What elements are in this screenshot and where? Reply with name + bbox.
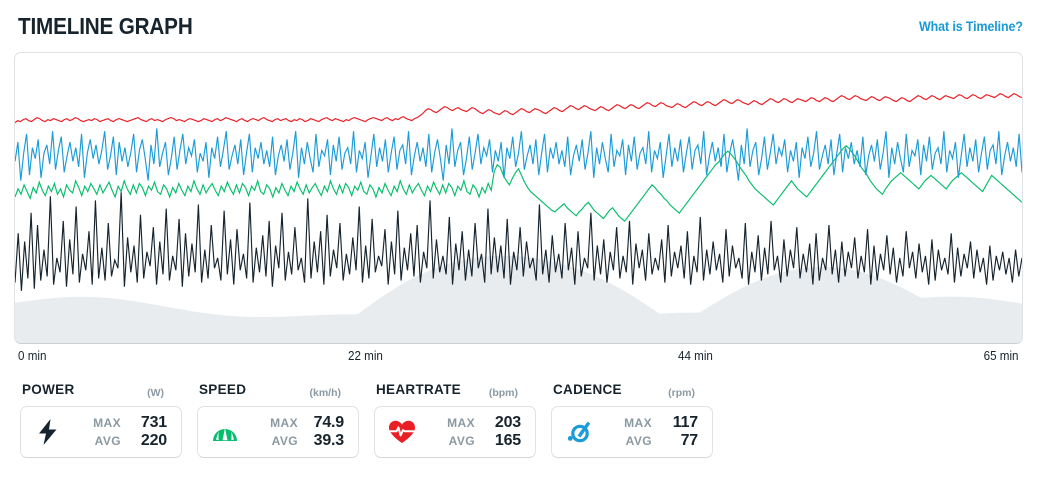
timeline-chart-card[interactable] [14, 52, 1023, 344]
metrics-row: POWER (W) MAX 731 AVG 220 [14, 382, 1023, 472]
metric-power-avg-row: AVG 220 [94, 432, 168, 450]
metric-cadence-label: CADENCE [553, 382, 622, 397]
metric-cadence-max-row: MAX 117 [624, 414, 698, 432]
x-tick-3: 65 min [984, 349, 1019, 363]
metric-speed-max-value: 74.9 [313, 414, 345, 432]
metric-cadence-unit: (rpm) [668, 387, 695, 399]
metric-heartrate-avg-value: 165 [494, 432, 521, 449]
metric-speed-unit: (km/h) [309, 387, 342, 399]
power-series [15, 192, 1022, 291]
timeline-chart[interactable] [15, 53, 1022, 343]
metric-cadence: CADENCE (rpm) MAX 117 [551, 382, 713, 472]
metric-heartrate-values: MAX 203 AVG 165 [417, 414, 525, 450]
metric-speed-max-label: MAX [270, 416, 298, 431]
metric-heartrate-avg-row: AVG 165 [448, 432, 522, 450]
x-tick-0: 0 min [18, 349, 47, 363]
metric-heartrate-label: HEARTRATE [376, 382, 461, 397]
metric-power-card[interactable]: MAX 731 AVG 220 [20, 406, 182, 458]
metric-heartrate: HEARTRATE (bpm) MAX 203 AVG [374, 382, 536, 472]
metric-power-avg-value: 220 [140, 432, 167, 449]
metric-heartrate-max-row: MAX 203 [447, 414, 521, 432]
metric-speed: SPEED (km/h) MAX 74.9 [197, 382, 359, 472]
metric-heartrate-max-label: MAX [447, 416, 475, 431]
metric-cadence-header: CADENCE (rpm) [551, 382, 713, 400]
metric-power-label: POWER [22, 382, 75, 397]
heart-icon [387, 417, 417, 447]
x-axis: 0 min 22 min 44 min 65 min [14, 349, 1023, 369]
metric-cadence-values: MAX 117 AVG 77 [594, 414, 702, 450]
metric-power-unit: (W) [147, 387, 164, 399]
heartrate-series [15, 92, 1022, 124]
metric-power-max-value: 731 [140, 414, 167, 432]
metric-heartrate-avg-label: AVG [448, 434, 475, 448]
bolt-icon [33, 417, 63, 447]
metric-speed-max-row: MAX 74.9 [270, 414, 344, 432]
metric-cadence-card[interactable]: MAX 117 AVG 77 [551, 406, 713, 458]
metric-power-max-row: MAX 731 [93, 414, 167, 432]
metric-speed-card[interactable]: MAX 74.9 AVG 39.3 [197, 406, 359, 458]
metric-speed-header: SPEED (km/h) [197, 382, 359, 400]
metric-cadence-avg-row: AVG 77 [625, 432, 699, 450]
metric-speed-avg-value: 39.3 [313, 432, 345, 449]
metric-cadence-avg-label: AVG [625, 434, 652, 448]
metric-speed-avg-row: AVG 39.3 [271, 432, 345, 450]
metric-heartrate-header: HEARTRATE (bpm) [374, 382, 536, 400]
metric-speed-avg-label: AVG [271, 434, 298, 448]
metric-power-avg-label: AVG [94, 434, 121, 448]
x-tick-1: 22 min [348, 349, 383, 363]
metric-cadence-avg-value: 77 [680, 432, 699, 449]
page-title: TIMELINE GRAPH [18, 12, 193, 39]
x-tick-2: 44 min [678, 349, 713, 363]
metric-power: POWER (W) MAX 731 AVG 220 [20, 382, 182, 472]
crank-icon [564, 417, 594, 447]
metric-power-header: POWER (W) [20, 382, 182, 400]
metric-power-values: MAX 731 AVG 220 [63, 414, 171, 450]
metric-speed-values: MAX 74.9 AVG 39.3 [240, 414, 348, 450]
panel-header: TIMELINE GRAPH What is Timeline? [18, 10, 1023, 42]
what-is-timeline-link[interactable]: What is Timeline? [919, 18, 1023, 34]
metric-heartrate-max-value: 203 [494, 414, 521, 432]
speed-series [15, 145, 1022, 223]
elevation-area [15, 255, 1022, 343]
metric-cadence-max-value: 117 [672, 414, 698, 432]
metric-heartrate-unit: (bpm) [488, 387, 518, 399]
speedometer-icon [210, 417, 240, 447]
cadence-series [15, 128, 1022, 181]
metric-power-max-label: MAX [93, 416, 121, 431]
metric-cadence-max-label: MAX [624, 416, 652, 431]
metric-speed-label: SPEED [199, 382, 247, 397]
metric-heartrate-card[interactable]: MAX 203 AVG 165 [374, 406, 536, 458]
